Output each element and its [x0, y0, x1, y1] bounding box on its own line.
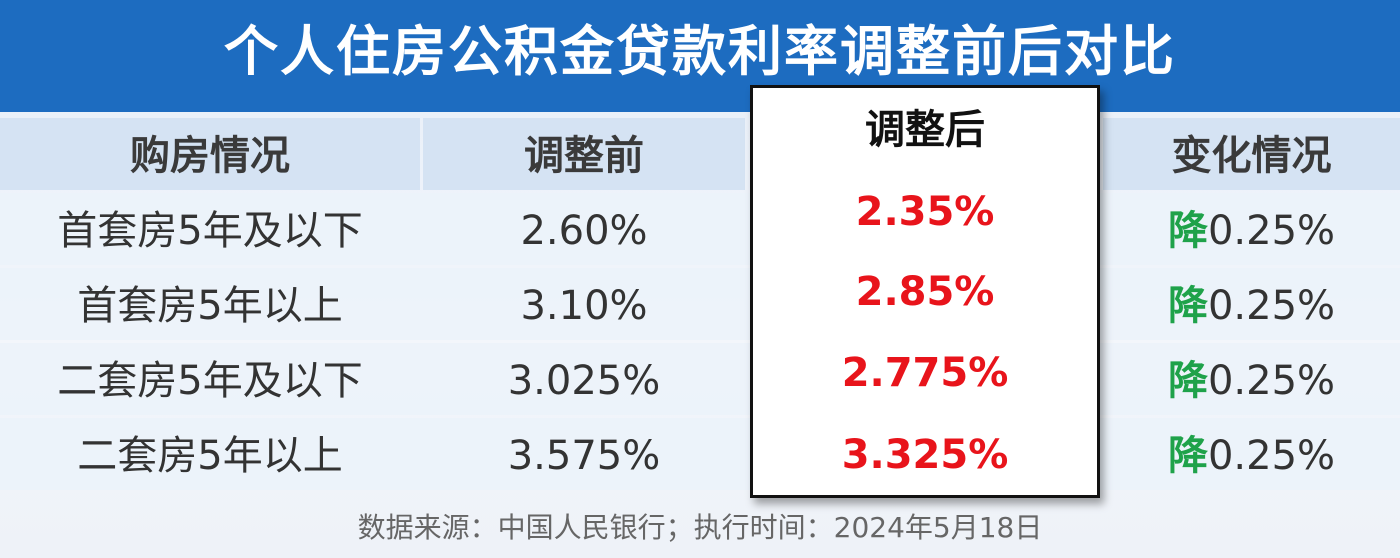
change-amount: 0.25% [1207, 358, 1336, 404]
row-background [0, 193, 1400, 265]
change-direction: 降 [1167, 433, 1208, 479]
change-direction: 降 [1167, 283, 1208, 329]
after-cell: 3.325% [841, 432, 1009, 478]
source-note: 数据来源：中国人民银行；执行时间：2024年5月18日 [357, 511, 1043, 544]
condition-cell: 二套房5年及以下 [57, 358, 363, 404]
after-cell: 2.85% [855, 269, 995, 315]
change-cell: 降0.25% [1103, 343, 1400, 419]
header-cell: 购房情况 [0, 118, 420, 190]
header-cell: 调整后 [865, 107, 985, 153]
header-cell: 调整前 [423, 118, 745, 190]
highlight-column [750, 85, 1100, 498]
before-cell: 2.60% [520, 208, 648, 254]
condition-cell: 二套房5年以上 [77, 433, 343, 479]
condition-cell: 首套房5年及以下 [57, 208, 363, 254]
change-amount: 0.25% [1207, 433, 1336, 479]
change-cell: 降0.25% [1103, 418, 1400, 494]
after-cell: 2.775% [841, 350, 1009, 396]
row-background [0, 343, 1400, 415]
change-direction: 降 [1167, 208, 1208, 254]
change-cell: 降0.25% [1103, 268, 1400, 344]
row-background [0, 268, 1400, 340]
before-cell: 3.10% [520, 283, 648, 329]
before-cell: 3.575% [507, 433, 661, 479]
change-direction: 降 [1167, 358, 1208, 404]
after-cell: 2.35% [855, 189, 995, 235]
before-cell: 3.025% [507, 358, 661, 404]
condition-cell: 首套房5年以上 [77, 283, 343, 329]
change-amount: 0.25% [1207, 208, 1336, 254]
change-cell: 降0.25% [1103, 193, 1400, 269]
change-amount: 0.25% [1207, 283, 1336, 329]
header-cell: 变化情况 [1103, 118, 1400, 190]
row-background [0, 418, 1400, 490]
title: 个人住房公积金贷款利率调整前后对比 [0, 0, 1400, 112]
